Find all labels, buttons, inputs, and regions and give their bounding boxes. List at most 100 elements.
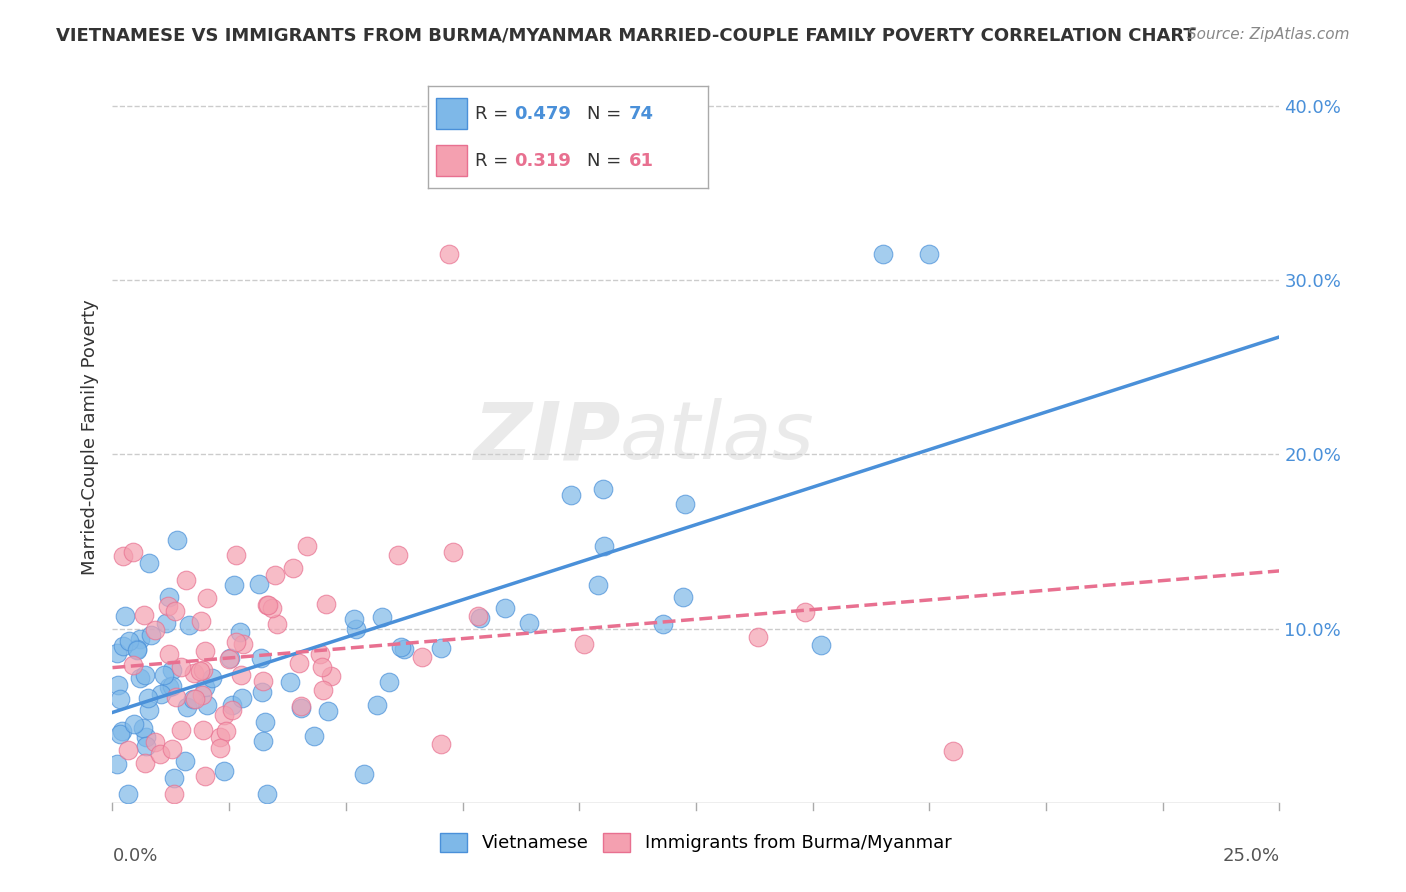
Point <box>174 574 197 588</box>
Point <box>208 730 231 744</box>
Point <box>411 650 433 665</box>
Point <box>157 680 180 694</box>
Point <box>111 549 134 564</box>
Point <box>176 700 198 714</box>
Point <box>252 734 274 748</box>
Point <box>387 548 409 562</box>
Point <box>122 545 145 559</box>
Point <box>132 608 155 623</box>
Point <box>118 634 141 648</box>
Point <box>283 561 305 575</box>
Point <box>278 675 301 690</box>
Point <box>389 640 412 654</box>
Point <box>377 675 399 690</box>
Point <box>256 598 278 612</box>
Point <box>125 641 148 656</box>
Point <box>747 630 769 644</box>
Point <box>232 637 254 651</box>
Point <box>215 724 238 739</box>
Point <box>150 687 173 701</box>
Point <box>191 663 214 677</box>
Point <box>117 787 139 801</box>
Point <box>673 497 696 511</box>
Point <box>430 641 453 656</box>
Point <box>297 539 319 553</box>
Text: atlas: atlas <box>620 398 815 476</box>
Point <box>121 657 143 672</box>
Point <box>231 691 253 706</box>
Point <box>290 701 312 715</box>
Point <box>134 668 156 682</box>
Point <box>247 576 270 591</box>
Point <box>191 688 214 702</box>
Point <box>162 771 184 785</box>
Point <box>309 647 332 661</box>
Point <box>264 567 287 582</box>
Point <box>160 663 183 677</box>
Point <box>157 647 180 661</box>
Point <box>148 747 170 761</box>
Point <box>162 787 184 801</box>
Point <box>129 632 152 646</box>
Point <box>588 577 610 591</box>
Point <box>470 611 492 625</box>
Point <box>193 723 215 737</box>
Point <box>212 764 235 778</box>
Point <box>188 664 211 678</box>
Point <box>437 247 460 261</box>
Point <box>135 730 157 744</box>
Legend: Vietnamese, Immigrants from Burma/Myanmar: Vietnamese, Immigrants from Burma/Myanma… <box>433 826 959 860</box>
Point <box>195 698 218 712</box>
Point <box>129 671 152 685</box>
Point <box>143 623 166 637</box>
Point <box>321 669 343 683</box>
Point <box>135 739 157 753</box>
Point <box>572 637 595 651</box>
Point <box>311 659 333 673</box>
Point <box>181 692 204 706</box>
Point <box>105 756 128 771</box>
Point <box>652 616 675 631</box>
Point <box>127 643 149 657</box>
Point <box>219 651 242 665</box>
Point <box>163 604 186 618</box>
Point <box>110 727 132 741</box>
Point <box>266 616 288 631</box>
Point <box>262 601 284 615</box>
Point <box>160 679 183 693</box>
Point <box>105 646 128 660</box>
Point <box>183 666 205 681</box>
Point <box>143 735 166 749</box>
Point <box>156 599 179 614</box>
Point <box>810 638 832 652</box>
Point <box>918 247 941 261</box>
Point <box>173 754 195 768</box>
Point <box>229 624 252 639</box>
Point <box>256 787 278 801</box>
Text: 0.0%: 0.0% <box>112 847 157 864</box>
Point <box>225 548 247 562</box>
Point <box>194 644 217 658</box>
Point <box>193 769 215 783</box>
Point <box>201 671 224 685</box>
Point <box>343 612 366 626</box>
Point <box>184 691 207 706</box>
Point <box>108 691 131 706</box>
Point <box>138 556 160 570</box>
Point <box>315 597 337 611</box>
Point <box>366 698 388 713</box>
Point <box>225 635 247 649</box>
Point <box>194 680 217 694</box>
Point <box>430 738 453 752</box>
Point <box>111 724 134 739</box>
Text: Source: ZipAtlas.com: Source: ZipAtlas.com <box>1187 27 1350 42</box>
Point <box>195 591 218 605</box>
Point <box>316 704 339 718</box>
Point <box>165 690 187 704</box>
Point <box>157 590 180 604</box>
Point <box>141 627 163 641</box>
Point <box>170 659 193 673</box>
Point <box>212 708 235 723</box>
Point <box>872 247 894 261</box>
Point <box>218 652 240 666</box>
